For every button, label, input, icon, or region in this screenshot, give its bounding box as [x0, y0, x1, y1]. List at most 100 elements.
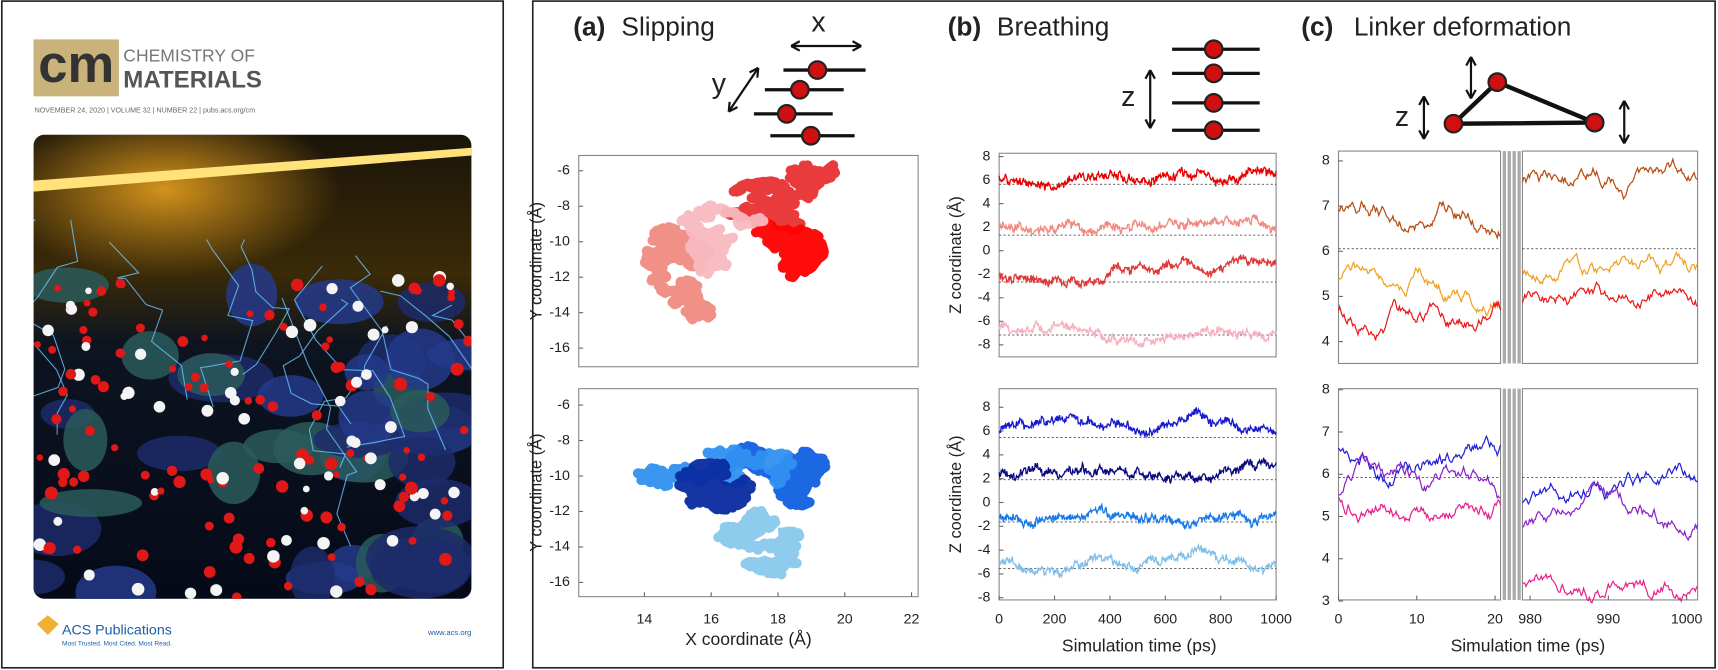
cover-atom [157, 487, 165, 495]
y-tick-label: 8 [982, 399, 990, 415]
trajectory [750, 218, 829, 283]
y-tick-label: -8 [978, 337, 991, 353]
y-tick-label: 7 [1322, 424, 1330, 440]
cover-atom [33, 538, 47, 551]
trace [1521, 156, 1698, 201]
y-tick-label: 4 [982, 195, 990, 211]
y-tick-label: 0 [982, 242, 990, 258]
cover-atom [135, 323, 145, 333]
cover-atom [330, 585, 343, 598]
cover-atom [266, 537, 276, 548]
cover-atom [246, 310, 254, 318]
trajectory [720, 160, 841, 236]
cover-atom [351, 376, 363, 388]
x-tick-label: 0 [995, 611, 1003, 627]
cover-atom [230, 367, 239, 376]
schematic-label: z [1395, 101, 1409, 133]
cover-atom [404, 481, 418, 495]
cover-atom [118, 280, 126, 289]
cover-fiber [293, 265, 406, 448]
cover-atom [319, 303, 327, 312]
cover-image [33, 134, 472, 599]
cover-atom [361, 369, 372, 380]
y-tick-label: 6 [1322, 243, 1330, 259]
trace [1338, 261, 1502, 317]
cover-atom [364, 452, 377, 465]
plot-frame [1337, 150, 1502, 365]
publisher: ACS Publications [62, 622, 172, 638]
cover-atom [54, 284, 62, 292]
y-tick-label: -12 [549, 503, 570, 519]
panels: (a) Slipping -6 -8 -10 -12 -14 -16 Y coordinate … [526, 7, 1702, 656]
cover-atom [85, 287, 92, 295]
atom [790, 79, 810, 100]
y-tick-label: 8 [1322, 153, 1330, 169]
arrow-head [1465, 89, 1477, 100]
cover-atom [210, 584, 223, 597]
trace [998, 457, 1277, 485]
cover-fiber [282, 298, 352, 425]
atom [1203, 63, 1224, 84]
y-tick-label: 4 [982, 447, 990, 463]
axis-break [1507, 388, 1511, 600]
cover-atom [302, 485, 310, 493]
cover-atom [166, 465, 178, 477]
x-tick-label: 1000 [1671, 611, 1703, 627]
y-tick-label: 2 [982, 219, 990, 235]
cover-atom [199, 383, 209, 393]
journal-line2: MATERIALS [123, 66, 262, 93]
cover-blob [390, 389, 450, 433]
cover-atom [203, 566, 216, 578]
arrow-head [727, 101, 738, 113]
cover-atom [334, 395, 346, 407]
trace [1521, 462, 1698, 506]
arrow-head [1418, 129, 1430, 140]
cover-atom [352, 300, 364, 312]
atom [1203, 93, 1224, 113]
cover-fiber [349, 255, 447, 451]
cover-atom [238, 412, 250, 425]
arrow-head [1418, 95, 1430, 106]
x-axis-label: X coordinate (Å) [685, 629, 811, 649]
cover-atom [84, 425, 95, 436]
cover-atom [255, 394, 266, 405]
arrow-head [1465, 56, 1477, 67]
journal-line1: CHEMISTRY OF [123, 46, 255, 66]
cover-atom [293, 457, 306, 470]
cover-atom [77, 470, 90, 482]
x-tick-label: 990 [1597, 611, 1621, 627]
y-tick-label: -14 [549, 539, 570, 555]
cover-atom [169, 365, 177, 373]
cover-atom [324, 457, 338, 471]
cover-atom [417, 453, 426, 462]
panel-label: (c) [1301, 11, 1333, 41]
cover-atom [57, 467, 70, 481]
cover-atom [134, 348, 147, 360]
cover-atom [90, 374, 101, 385]
cover-atom [327, 553, 336, 561]
cover-atom [453, 319, 464, 330]
cover-fiber [431, 304, 472, 462]
schematic-label: y [712, 68, 727, 100]
cover-atom [244, 397, 253, 405]
cover-blob [226, 263, 278, 327]
cover-atom [223, 512, 235, 524]
tagline: Most Trusted. Most Cited. Most Read. [62, 640, 172, 647]
plot-frame [1337, 388, 1502, 601]
cover-atom [463, 335, 472, 347]
cover-atom [177, 336, 189, 347]
cover-atom [367, 328, 380, 341]
y-tick-label: 5 [1322, 508, 1330, 524]
y-axis-label: Z coordinate (Å) [946, 196, 965, 314]
cover-atom [311, 410, 322, 421]
y-axis-label: Y coordinate (Å) [526, 202, 545, 320]
y-tick-label: -16 [549, 340, 570, 356]
cover-atom [83, 569, 95, 581]
y-tick-label: -6 [557, 397, 570, 413]
x-tick-label: 980 [1518, 611, 1542, 627]
cover-blob [63, 408, 108, 472]
y-tick-label: 2 [982, 470, 990, 486]
cover-atom [267, 550, 280, 563]
trace [1338, 451, 1501, 500]
